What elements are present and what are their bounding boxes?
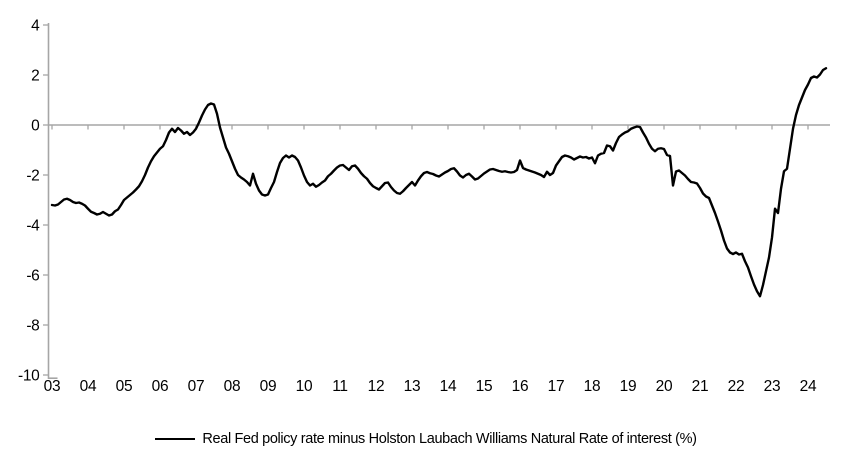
legend-label: Real Fed policy rate minus Holston Lauba… [202, 431, 697, 447]
x-axis-label-05: 05 [116, 378, 133, 395]
x-axis-label-11: 11 [332, 378, 348, 395]
x-axis-label-19: 19 [620, 378, 637, 395]
x-axis-label-23: 23 [764, 378, 781, 395]
x-axis-label-21: 21 [692, 378, 709, 395]
y-axis-label-0: 0 [31, 118, 40, 135]
x-axis-label-17: 17 [548, 378, 565, 395]
x-axis-label-07: 07 [188, 378, 205, 395]
x-axis-label-10: 10 [296, 378, 313, 395]
y-axis-label--4: -4 [26, 218, 40, 235]
x-axis-label-15: 15 [476, 378, 493, 395]
x-axis-label-12: 12 [368, 378, 385, 395]
legend: Real Fed policy rate minus Holston Lauba… [0, 431, 852, 447]
x-axis-label-04: 04 [80, 378, 97, 395]
y-axis-label--8: -8 [26, 318, 39, 335]
y-axis-label-2: 2 [31, 68, 39, 85]
y-axis-label--10: -10 [18, 368, 40, 385]
x-axis-label-08: 08 [224, 378, 241, 395]
x-axis-label-06: 06 [152, 378, 169, 395]
y-axis-label-4: 4 [31, 18, 40, 35]
series-line-0 [50, 67, 828, 298]
legend-line-swatch [155, 437, 196, 441]
x-axis-label-03: 03 [44, 378, 61, 395]
x-axis-label-09: 09 [260, 378, 277, 395]
x-axis-label-20: 20 [656, 378, 673, 395]
x-axis-label-18: 18 [584, 378, 601, 395]
y-axis-label--2: -2 [26, 168, 39, 185]
y-axis-label--6: -6 [26, 268, 39, 285]
x-axis-label-22: 22 [728, 378, 745, 395]
x-axis-label-14: 14 [440, 378, 457, 395]
x-axis-label-16: 16 [512, 378, 529, 395]
x-axis-label-13: 13 [404, 378, 421, 395]
x-axis-label-24: 24 [800, 378, 817, 395]
